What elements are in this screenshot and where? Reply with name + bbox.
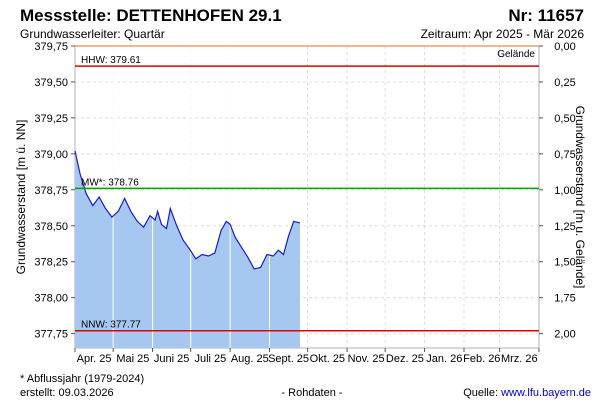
y-tick-label: 378,50	[34, 221, 68, 233]
y-tick-label: 379,25	[34, 113, 68, 125]
x-tick-label: Mrz. 26	[501, 353, 538, 365]
x-tick-label: Nov. 25	[348, 353, 385, 365]
x-tick-label: Okt. 25	[310, 353, 345, 365]
y2-axis-label: Grundwasserstand [m u. Gelände]	[573, 106, 587, 289]
y-tick-label: 378,00	[34, 293, 68, 305]
reference-lines: Gelände HHW: 379.61 MW*: 378.76 NNW: 377.77	[75, 45, 539, 332]
y-axis-left: 379,75 379,50 379,25 379,00 378,75 378,50 378,…	[34, 41, 75, 341]
y-tick-label: 379,00	[34, 149, 68, 161]
y2-tick-label: 0,50	[554, 113, 575, 125]
area-fill	[75, 151, 300, 348]
y2-tick-label: 0,25	[554, 77, 575, 89]
x-tick-label: Apr. 25	[77, 353, 112, 365]
chart-title: Messstelle: DETTENHOFEN 29.1	[20, 6, 282, 25]
data-area	[74, 46, 301, 348]
y2-tick-label: 1,75	[554, 293, 575, 305]
source-prefix: Quelle:	[463, 387, 501, 399]
reference-label: HHW: 379.61	[81, 55, 141, 66]
aquifer-label: Grundwasserleiter: Quartär	[20, 27, 165, 41]
y-axis-right: 0,00 0,25 0,50 0,75 1,00 1,25 1,50 1,75 2,00	[539, 41, 576, 341]
y-tick-label: 378,25	[34, 257, 68, 269]
x-tick-label: Feb. 26	[463, 353, 500, 365]
reference-label: MW*: 378.76	[81, 177, 139, 188]
y2-tick-label: 0,75	[554, 149, 575, 161]
source-text: Quelle: www.lfu.bayern.de	[463, 387, 591, 399]
y-tick-label: 378,75	[34, 185, 68, 197]
y2-tick-label: 1,50	[554, 257, 575, 269]
source-link[interactable]: www.lfu.bayern.de	[500, 387, 591, 399]
y-axis-label: Grundwasserstand [m ü. NN]	[14, 120, 28, 275]
y-tick-label: 379,75	[34, 41, 68, 53]
reference-label: Gelände	[497, 49, 535, 60]
y2-tick-label: 2,00	[554, 329, 575, 341]
x-tick-label: Sept. 25	[268, 353, 309, 365]
created-date: erstellt: 09.03.2026	[20, 387, 114, 399]
y2-tick-label: 1,25	[554, 221, 575, 233]
footnote: * Abflussjahr (1979-2024)	[20, 373, 144, 385]
y-tick-label: 377,75	[34, 329, 68, 341]
x-axis: Apr. 25 Mai 25 Juni 25 Juli 25 Aug. 25 Sept. …	[74, 348, 540, 365]
x-tick-label: Jan. 26	[426, 353, 462, 365]
y2-tick-label: 0,00	[554, 41, 575, 53]
x-tick-label: Dez. 25	[386, 353, 424, 365]
reference-label: NNW: 377.77	[81, 320, 141, 331]
x-tick-label: Mai 25	[116, 353, 149, 365]
rawdata-note: - Rohdaten -	[281, 387, 342, 399]
y2-tick-label: 1,00	[554, 185, 575, 197]
y-tick-label: 379,50	[34, 77, 68, 89]
period-label: Zeitraum: Apr 2025 - Mär 2026	[421, 27, 585, 41]
x-tick-label: Aug. 25	[231, 353, 269, 365]
series-line	[74, 150, 301, 270]
x-tick-label: Juni 25	[154, 353, 189, 365]
x-tick-label: Juli 25	[194, 353, 226, 365]
station-number: Nr: 11657	[508, 6, 584, 25]
